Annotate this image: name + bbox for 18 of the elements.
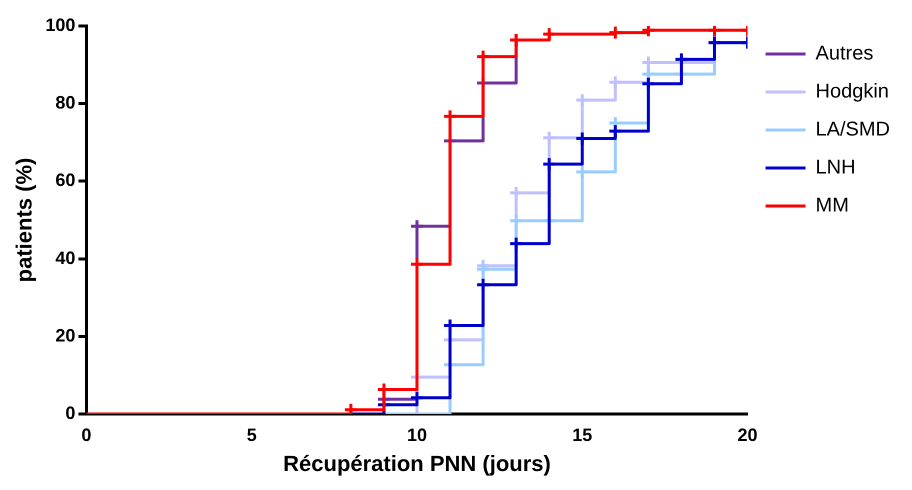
x-tick-label: 5	[246, 424, 257, 445]
x-tick-label: 0	[81, 424, 92, 445]
y-tick-label: 0	[65, 402, 76, 423]
y-axis-title: patients (%)	[11, 158, 36, 282]
y-tick-label: 60	[55, 170, 76, 190]
y-tick-label: 40	[55, 248, 76, 268]
x-tick-label: 15	[572, 424, 592, 445]
legend-label: LA/SMD	[816, 118, 890, 141]
legend-label: Hodgkin	[816, 80, 889, 103]
y-tick-label: 80	[55, 92, 76, 113]
x-tick-label: 10	[406, 424, 427, 445]
legend-label: LNH	[816, 156, 856, 179]
legend-label: Autres	[816, 42, 874, 65]
y-tick-label: 20	[55, 325, 76, 346]
x-tick-label: 20	[738, 424, 758, 445]
y-tick-label: 100	[45, 14, 76, 35]
legend-label: MM	[816, 194, 849, 217]
x-axis-title: Récupération PNN (jours)	[283, 450, 551, 476]
